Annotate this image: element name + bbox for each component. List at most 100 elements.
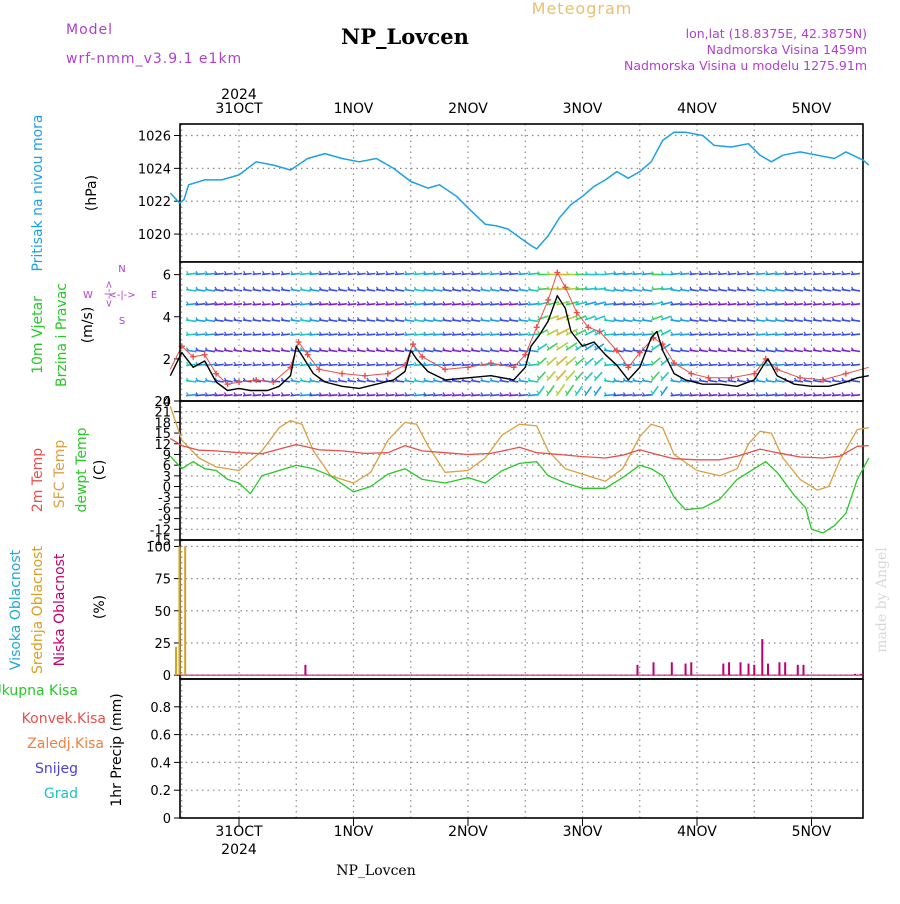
wind-barb — [851, 395, 860, 396]
wind-barb — [718, 395, 727, 396]
wind-barb — [500, 395, 509, 396]
wind-barb — [367, 274, 376, 275]
wind-barb — [832, 365, 841, 366]
wind-barb — [500, 334, 509, 335]
wind-barb — [842, 395, 851, 396]
wind-barb — [633, 304, 642, 305]
wind-barb — [367, 365, 376, 366]
wind-barb — [794, 334, 803, 335]
wind-barb — [785, 395, 794, 396]
compass-arrows-v: <-|-> — [104, 280, 115, 307]
wind-barb — [386, 274, 395, 275]
top-date-label: 5NOV — [792, 101, 832, 117]
wind-barb — [718, 365, 727, 366]
wind-barb — [234, 395, 243, 396]
wind-barb — [215, 334, 224, 335]
wind-barb — [690, 365, 699, 366]
wind-barb — [785, 334, 794, 335]
y-tick-label: 24 — [154, 395, 171, 410]
wind-barb — [281, 334, 290, 335]
wind-barb — [291, 334, 300, 335]
model-name: wrf-nmm_v3.9.1 e1km — [66, 51, 242, 67]
wind-barb — [718, 274, 727, 275]
wind-barb — [243, 274, 252, 275]
wind-barb — [709, 334, 718, 335]
wind-barb — [319, 304, 328, 305]
wind-barb — [747, 304, 756, 305]
wind-barb — [272, 334, 281, 335]
wind-unit: (m/s) — [80, 307, 96, 344]
wind-barb — [234, 304, 243, 305]
pressure-label: Pritisak na nivou mora — [30, 114, 46, 271]
wind-barb — [471, 395, 480, 396]
top-date-label: 2NOV — [448, 101, 488, 117]
lonlat-label: lon,lat (18.8375E, 42.3875N) — [686, 26, 867, 41]
wind-barb — [737, 304, 746, 305]
y-tick-label: 1024 — [138, 162, 171, 177]
wind-barb — [680, 334, 689, 335]
wind-barb — [690, 304, 699, 305]
wind-barb — [319, 334, 328, 335]
wind-barb — [272, 304, 281, 305]
wind-barb — [699, 274, 708, 275]
cloud-high-label: Visoka Oblacnost — [8, 549, 24, 670]
wind-barb — [737, 334, 746, 335]
wind-barb — [443, 304, 452, 305]
wind-barb — [471, 334, 480, 335]
wind-barb — [481, 395, 490, 396]
wind-barb — [832, 304, 841, 305]
wind-barb — [823, 274, 832, 275]
wind-barb — [804, 395, 813, 396]
wind-barb — [804, 304, 813, 305]
compass-s: S — [119, 316, 125, 327]
wind-barb — [215, 364, 224, 365]
wind-barb — [680, 364, 689, 365]
temp-unit: (C) — [92, 460, 108, 481]
wind-barb — [804, 365, 813, 366]
wind-barb — [234, 274, 243, 275]
dewpoint-label: dewpt Temp — [74, 427, 90, 512]
wind-barb — [490, 334, 499, 335]
wind-barb — [291, 304, 300, 305]
y-tick-label: 1020 — [138, 228, 171, 243]
wind-barb — [281, 395, 290, 396]
wind-barb — [842, 365, 851, 366]
wind-barb — [443, 274, 452, 275]
wind-barb — [728, 334, 737, 335]
wind-label: 10m Vjetar — [30, 296, 46, 374]
y-tick-label: 100 — [146, 540, 171, 555]
precip-legend-item: Snijeg — [35, 761, 78, 777]
top-date-label: 3NOV — [563, 101, 603, 117]
wind-barb — [851, 304, 860, 305]
wind-barb — [376, 304, 385, 305]
wind-barb — [253, 274, 262, 275]
wind-barb — [728, 274, 737, 275]
precip-unit: 1hr Precip (mm) — [109, 693, 125, 806]
wind-barb — [329, 274, 338, 275]
wind-barb — [462, 334, 471, 335]
wind-barb — [471, 304, 480, 305]
wind-barb — [851, 334, 860, 335]
temp2m-line — [170, 438, 869, 459]
y-tick-label: 2 — [163, 353, 171, 368]
wind-barb — [709, 274, 718, 275]
wind-barb — [224, 274, 233, 275]
wind-barb — [709, 365, 718, 366]
wind-barb — [842, 304, 851, 305]
model-label: Model — [66, 22, 113, 38]
wind-barb — [272, 274, 281, 275]
wind-barb — [699, 395, 708, 396]
wind-barb — [329, 304, 338, 305]
wind-barb — [481, 334, 490, 335]
wind-barb — [842, 274, 851, 275]
cloud-unit: (%) — [92, 595, 108, 619]
wind-barb — [813, 304, 822, 305]
wind-barb — [376, 395, 385, 396]
wind-barb — [376, 274, 385, 275]
wind-barb — [329, 395, 338, 396]
